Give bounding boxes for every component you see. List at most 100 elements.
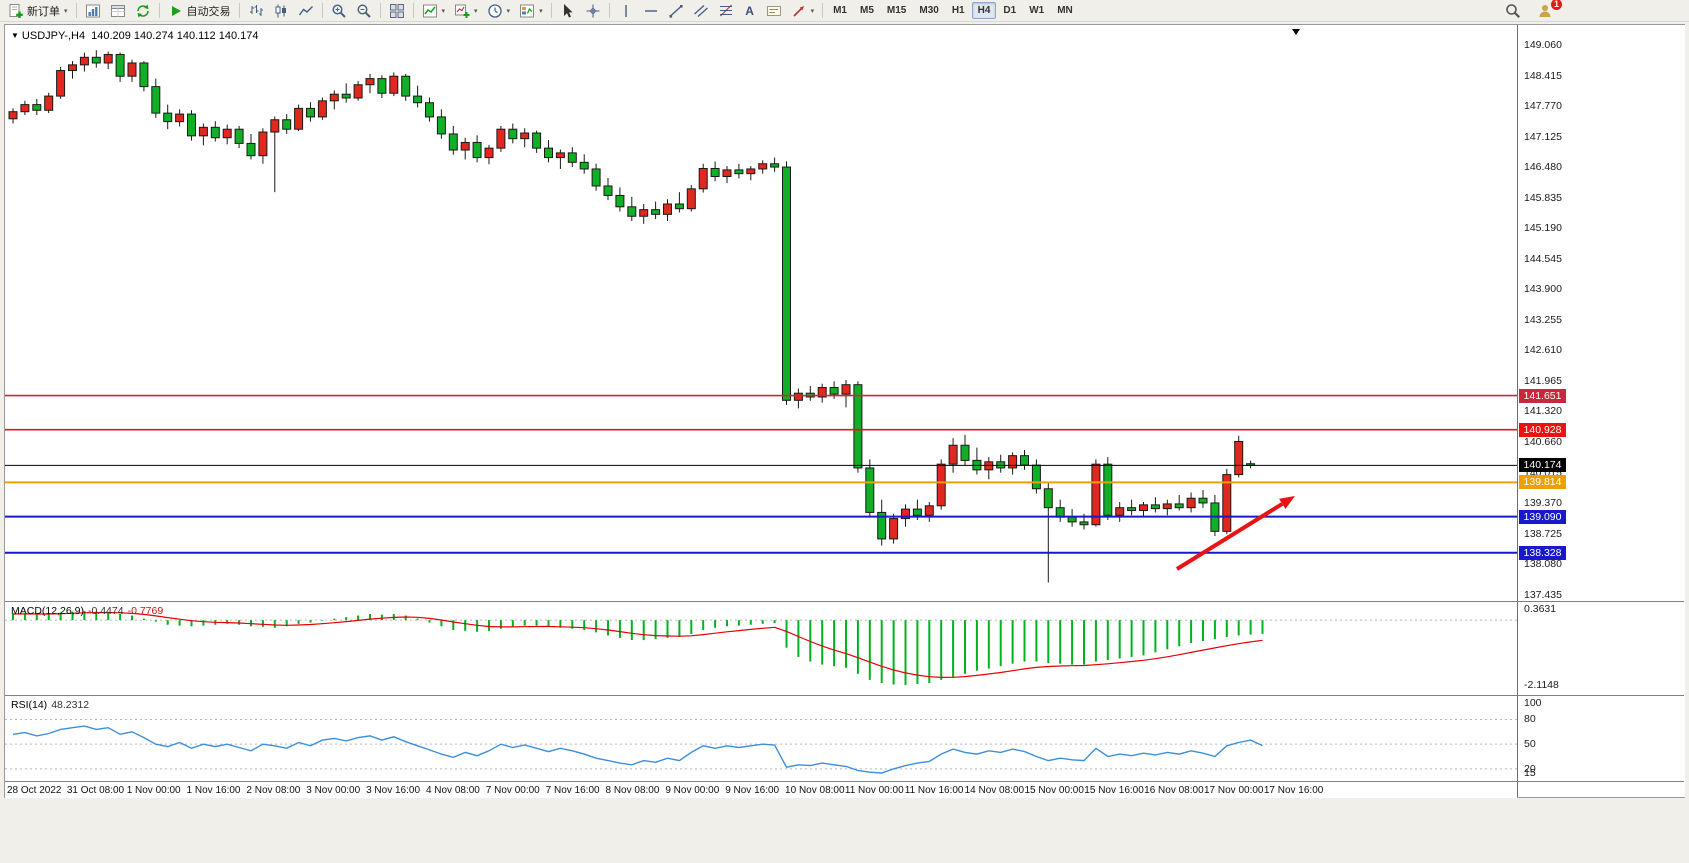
panel-separator[interactable] <box>5 695 1684 696</box>
time-axis-label: 28 Oct 2022 <box>7 785 62 796</box>
timeframe-button-m15[interactable]: M15 <box>886 5 907 16</box>
clock-icon <box>487 3 502 18</box>
search-button[interactable] <box>1501 1 1525 20</box>
market-watch-button[interactable] <box>106 1 130 20</box>
toolbar-separator <box>75 3 77 18</box>
chevron-down-icon: ▾ <box>506 7 511 15</box>
panel-separator[interactable] <box>5 601 1684 602</box>
candlestick-style-button[interactable] <box>269 1 293 20</box>
macd-main-value: -0.4474 <box>87 605 124 617</box>
channel-tool-button[interactable] <box>689 1 713 20</box>
ohlc-bars-icon <box>249 4 263 16</box>
candlestick-plot[interactable] <box>5 27 1517 601</box>
bar-chart-icon <box>85 4 100 17</box>
price-axis[interactable]: 149.060 148.415 147.770 147.125 146.480 145.8… <box>1517 25 1685 797</box>
timeframe-button-h1[interactable]: H1 <box>951 5 965 16</box>
text-label-tool-button[interactable] <box>762 1 786 20</box>
community-person-icon <box>1539 4 1551 17</box>
axis-tick-label: 147.770 <box>1524 100 1562 113</box>
price-line-tag: 140.928 <box>1519 422 1566 437</box>
toolbar-separator <box>608 3 610 18</box>
macd-plot[interactable] <box>5 603 1517 695</box>
horizontal-line-tool-button[interactable] <box>639 1 663 20</box>
fibonacci-tool-button[interactable] <box>714 1 738 20</box>
time-axis-label: 15 Nov 00:00 <box>1024 785 1084 796</box>
timeframe-button-w1[interactable]: W1 <box>1029 5 1045 16</box>
collapse-triangle-icon[interactable]: ▼ <box>11 31 19 40</box>
time-axis-label: 11 Nov 00:00 <box>844 785 904 796</box>
axis-tick-label: 146.480 <box>1524 161 1562 174</box>
line-chart-style-button[interactable] <box>294 1 318 20</box>
vertical-line-tool-button[interactable] <box>614 1 638 20</box>
timeframe-button-m30[interactable]: M30 <box>919 5 939 16</box>
axis-tick-label: 139.370 <box>1524 497 1562 510</box>
axis-tick-label: 145.835 <box>1524 191 1562 204</box>
axis-tick-label: 138.080 <box>1524 558 1562 571</box>
axis-tick-label: 148.415 <box>1524 69 1562 82</box>
community-button[interactable]: 1 <box>1533 0 1562 20</box>
axis-tick-label: 140.660 <box>1524 436 1562 449</box>
axis-tick-label: 0.3631 <box>1524 603 1557 615</box>
panel-separator[interactable] <box>5 781 1684 782</box>
current-price-tag: 140.174 <box>1519 458 1566 473</box>
zoom-out-icon <box>357 3 371 18</box>
time-axis-label: 3 Nov 16:00 <box>366 785 421 796</box>
indicators-icon <box>422 4 437 17</box>
price-line-tag: 139.814 <box>1519 475 1566 490</box>
crosshair-button[interactable] <box>581 1 605 20</box>
chevron-down-icon: ▾ <box>441 7 446 15</box>
axis-tick-label: 149.060 <box>1524 39 1562 51</box>
autotrading-button[interactable]: 自动交易 <box>164 1 235 20</box>
axis-tick-label: 144.545 <box>1524 252 1562 265</box>
rsi-value: 48.2312 <box>51 699 90 711</box>
price-line-tag: 141.651 <box>1519 388 1566 403</box>
timeframe-button-d1[interactable]: D1 <box>1003 5 1017 16</box>
arrow-tool-icon <box>793 5 804 17</box>
vertical-line-icon <box>624 4 627 17</box>
timeframe-button-m1[interactable]: M1 <box>833 5 847 16</box>
bar-chart-style-button[interactable] <box>244 1 268 20</box>
trendline-tool-button[interactable] <box>664 1 688 20</box>
charts-button[interactable] <box>81 1 105 20</box>
new-chart-button[interactable]: ▾ <box>450 1 482 20</box>
axis-tick-label: 50 <box>1524 738 1536 751</box>
periods-button[interactable]: ▾ <box>483 1 515 20</box>
cursor-button[interactable] <box>556 1 580 20</box>
arrow-tools-button[interactable]: ▾ <box>787 1 819 20</box>
crosshair-icon <box>586 4 600 17</box>
autotrading-label: 自动交易 <box>186 5 231 18</box>
search-icon <box>1506 3 1520 18</box>
toolbar-right-group: 1 <box>1501 0 1562 20</box>
refresh-button[interactable] <box>131 1 155 20</box>
time-axis[interactable]: 28 Oct 2022 31 Oct 08:00 1 Nov 00:00 1 Nov … <box>5 783 1517 798</box>
text-tool-button[interactable]: A <box>739 1 761 20</box>
toolbar: 新订单 ▾ 自动交易 ▾ ▾ ▾ ▾ A ▾ M1 M5 M15 M30 H1 H4 D1 W… <box>0 0 1689 22</box>
toolbar-separator <box>379 3 381 18</box>
indicators-button[interactable]: ▾ <box>418 1 450 20</box>
timeframe-button-m5[interactable]: M5 <box>860 5 874 16</box>
time-axis-label: 10 Nov 08:00 <box>785 785 845 796</box>
axis-tick-label: -2.1148 <box>1524 678 1559 691</box>
time-axis-label: 16 Nov 08:00 <box>1144 785 1204 796</box>
templates-icon <box>520 4 535 17</box>
new-order-icon <box>9 3 23 18</box>
time-axis-label: 9 Nov 00:00 <box>665 785 720 796</box>
timeframe-button-mn[interactable]: MN <box>1057 5 1073 16</box>
fibonacci-icon <box>719 4 732 16</box>
new-order-button[interactable]: 新订单 ▾ <box>4 1 72 20</box>
time-axis-label: 15 Nov 16:00 <box>1084 785 1144 796</box>
zoom-out-button[interactable] <box>352 1 376 20</box>
axis-tick-label: 143.900 <box>1524 283 1562 296</box>
macd-signal-value: -0.7769 <box>127 605 164 617</box>
zoom-in-button[interactable] <box>327 1 351 20</box>
tile-windows-button[interactable] <box>385 1 409 20</box>
time-axis-label: 11 Nov 16:00 <box>904 785 964 796</box>
templates-button[interactable]: ▾ <box>515 1 547 20</box>
axis-tick-label: 15 <box>1524 766 1536 779</box>
rsi-plot[interactable] <box>5 697 1517 781</box>
axis-tick-label: 137.435 <box>1524 588 1562 601</box>
chart-title: ▼ USDJPY-,H4 140.209 140.274 140.112 140.1… <box>11 30 259 42</box>
time-axis-label: 9 Nov 16:00 <box>725 785 780 796</box>
axis-tick-label: 147.125 <box>1524 130 1562 143</box>
timeframe-button-h4[interactable]: H4 <box>971 2 997 19</box>
